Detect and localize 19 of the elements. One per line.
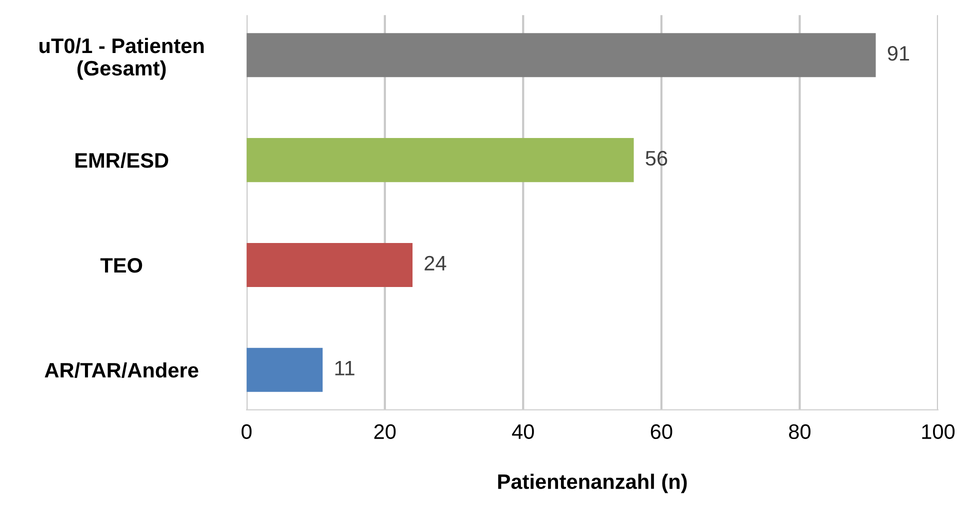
data-label: 56 — [646, 150, 668, 166]
bar — [246, 242, 413, 288]
y-tick-label: TEO — [100, 258, 142, 273]
x-tick-label: 20 — [374, 424, 396, 440]
y-tick-label: uT0/1 - Patienten (Gesamt) — [40, 38, 204, 80]
x-tick-label: 0 — [242, 424, 252, 440]
x-tick-label: 100 — [922, 424, 955, 440]
x-tick-label: 40 — [512, 424, 534, 440]
data-label: 11 — [335, 360, 354, 376]
bar — [246, 33, 876, 78]
y-tick-label: EMR/ESD — [76, 152, 168, 168]
x-tick-label: 80 — [789, 424, 810, 440]
bar — [246, 348, 323, 392]
y-tick-label: AR/TAR/Andere — [44, 362, 198, 378]
x-tick-label: 60 — [650, 424, 672, 440]
data-label: 91 — [888, 46, 910, 61]
data-label: 24 — [424, 256, 446, 270]
bar — [246, 138, 634, 182]
x-axis-title: Patientenanzahl (n) — [498, 474, 687, 494]
